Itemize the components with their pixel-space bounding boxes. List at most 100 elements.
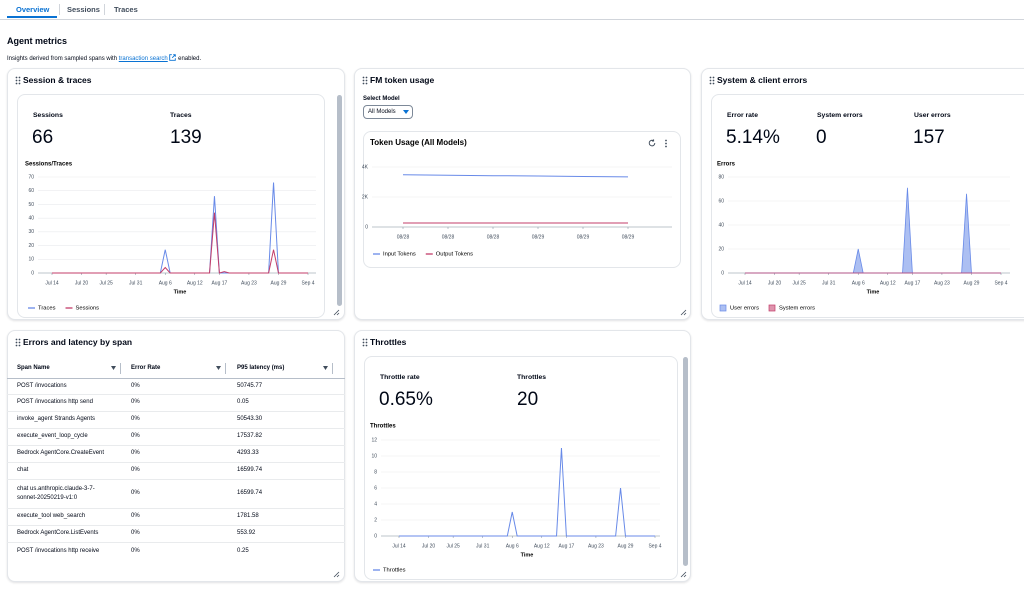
- table-cell: chat us.anthropic.claude-3-7-sonnet-2025…: [17, 486, 95, 501]
- x-tick-label: Sep 4: [301, 280, 314, 286]
- drag-handle[interactable]: [709, 76, 715, 85]
- x-tick-label: Sep 4: [648, 543, 661, 549]
- drag-handle[interactable]: [362, 76, 368, 85]
- stat-value: 139: [170, 127, 202, 148]
- x-tick-label: Jul 20: [75, 280, 89, 286]
- card: [364, 356, 678, 580]
- filter-icon: [216, 366, 221, 370]
- stat-label: Throttles: [517, 374, 547, 381]
- y-tick-label: 40: [718, 222, 724, 228]
- tab[interactable]: Overview: [16, 5, 50, 14]
- panel-title: Throttles: [370, 337, 407, 347]
- row-border: [7, 525, 345, 526]
- drag-handle[interactable]: [15, 338, 21, 347]
- table-cell: 50543.30: [237, 416, 263, 423]
- y-tick-label: 0: [374, 533, 377, 539]
- x-tick-label: Aug 12: [880, 280, 896, 286]
- x-tick-label: Jul 14: [45, 280, 59, 286]
- tab-border: [0, 19, 1024, 20]
- y-tick-label: 30: [28, 229, 34, 235]
- drag-handle[interactable]: [362, 338, 368, 347]
- stat-label: Throttle rate: [380, 374, 420, 381]
- chart: Throttles 0 2 4 6 8 10 12 Jul 14 Jul 20 Jul 25 Jul …: [370, 424, 662, 574]
- x-axis-label: Time: [521, 552, 534, 558]
- stat-label: Error rate: [727, 112, 758, 119]
- area: [745, 187, 1001, 274]
- scrollbar[interactable]: [683, 357, 688, 566]
- menu-icon[interactable]: [664, 139, 668, 148]
- table-cell: Bedrock AgentCore.ListEvents: [17, 530, 99, 537]
- x-tick-label: Jul 25: [99, 280, 113, 286]
- table-cell: 0%: [131, 467, 140, 474]
- link[interactable]: transaction search: [118, 56, 168, 62]
- stat-label: Traces: [170, 112, 192, 119]
- x-tick-label: 08/28: [397, 234, 410, 240]
- x-tick-label: Aug 17: [558, 543, 574, 549]
- x-tick-label: Aug 12: [187, 280, 203, 286]
- y-tick-label: 70: [28, 174, 34, 180]
- panel: [7, 330, 345, 582]
- y-tick-label: 12: [371, 437, 377, 443]
- table-cell: 0.05: [237, 399, 249, 406]
- legend-label: System errors: [779, 306, 815, 312]
- card: [711, 94, 1024, 318]
- row-border: [7, 542, 345, 543]
- chart: Errors 0 20 40 60 80 Jul 14 Jul 20 Jul 25 Jul 31 A…: [717, 162, 1010, 312]
- y-tick-label: 40: [28, 215, 34, 221]
- chart: Token Usage (All Models) 0 2K 4K 08/28 08/28 0…: [362, 138, 672, 258]
- x-tick-label: Aug 29: [964, 280, 980, 286]
- table-cell: 1781.58: [237, 513, 259, 520]
- x-tick-label: Aug 29: [618, 543, 634, 549]
- resize-handle[interactable]: [333, 309, 340, 316]
- panel-title: System & client errors: [717, 75, 808, 85]
- tab[interactable]: Sessions: [67, 5, 100, 14]
- column-header: P95 latency (ms): [237, 365, 285, 371]
- stat-value: 20: [517, 389, 539, 410]
- y-tick-label: 2: [374, 517, 377, 523]
- select-label: Select Model: [363, 96, 400, 102]
- y-tick-label: 10: [28, 257, 34, 263]
- filter-shape: [323, 366, 328, 370]
- table-cell: POST /invocations: [17, 382, 67, 389]
- stat-label: Sessions: [33, 112, 63, 119]
- x-tick-label: Aug 23: [241, 280, 257, 286]
- table-cell: POST /invocations http receive: [17, 547, 100, 554]
- x-tick-label: Aug 12: [534, 543, 550, 549]
- y-tick-label: 60: [718, 198, 724, 204]
- x-tick-label: Jul 20: [768, 280, 782, 286]
- x-tick-label: Jul 14: [392, 543, 406, 549]
- filter-shape: [216, 366, 221, 370]
- y-tick-label: 4K: [362, 164, 369, 170]
- y-tick-label: 8: [374, 469, 377, 475]
- table-cell: execute_tool web_search: [17, 513, 86, 520]
- stat-label: System errors: [817, 112, 863, 119]
- table-cell: chat: [17, 467, 29, 474]
- heading: Agent metrics: [7, 36, 68, 46]
- table-cell: invoke_agent Strands Agents: [17, 416, 96, 423]
- scrollbar[interactable]: [337, 95, 342, 306]
- refresh-icon[interactable]: [648, 139, 656, 147]
- resize-handle[interactable]: [680, 309, 687, 316]
- row-border: [7, 411, 345, 412]
- table-cell: 0.25: [237, 547, 249, 554]
- table-cell: 50745.77: [237, 382, 263, 389]
- table-cell: 17537.82: [237, 433, 263, 440]
- legend-swatch: [719, 304, 727, 312]
- drag-handle[interactable]: [15, 76, 21, 85]
- x-axis-label: Time: [174, 289, 187, 295]
- x-tick-label: 08/29: [577, 234, 590, 240]
- table-cell: 0%: [131, 399, 140, 406]
- filter-icon: [111, 366, 116, 370]
- tab[interactable]: Traces: [114, 5, 138, 14]
- chart: Sessions/Traces 0 10 20 30 40 50 60 70 Jul 14 Jul …: [25, 162, 316, 312]
- row-border: [7, 462, 345, 463]
- resize-handle[interactable]: [680, 571, 687, 578]
- table-cell: 0%: [131, 530, 140, 537]
- x-tick-label: Aug 23: [934, 280, 950, 286]
- resize-handle[interactable]: [333, 571, 340, 578]
- select[interactable]: All Models: [363, 105, 413, 119]
- x-tick-label: Aug 6: [506, 543, 519, 549]
- row-border: [7, 445, 345, 446]
- subtitle-text: Insights derived from sampled spans with: [7, 56, 118, 62]
